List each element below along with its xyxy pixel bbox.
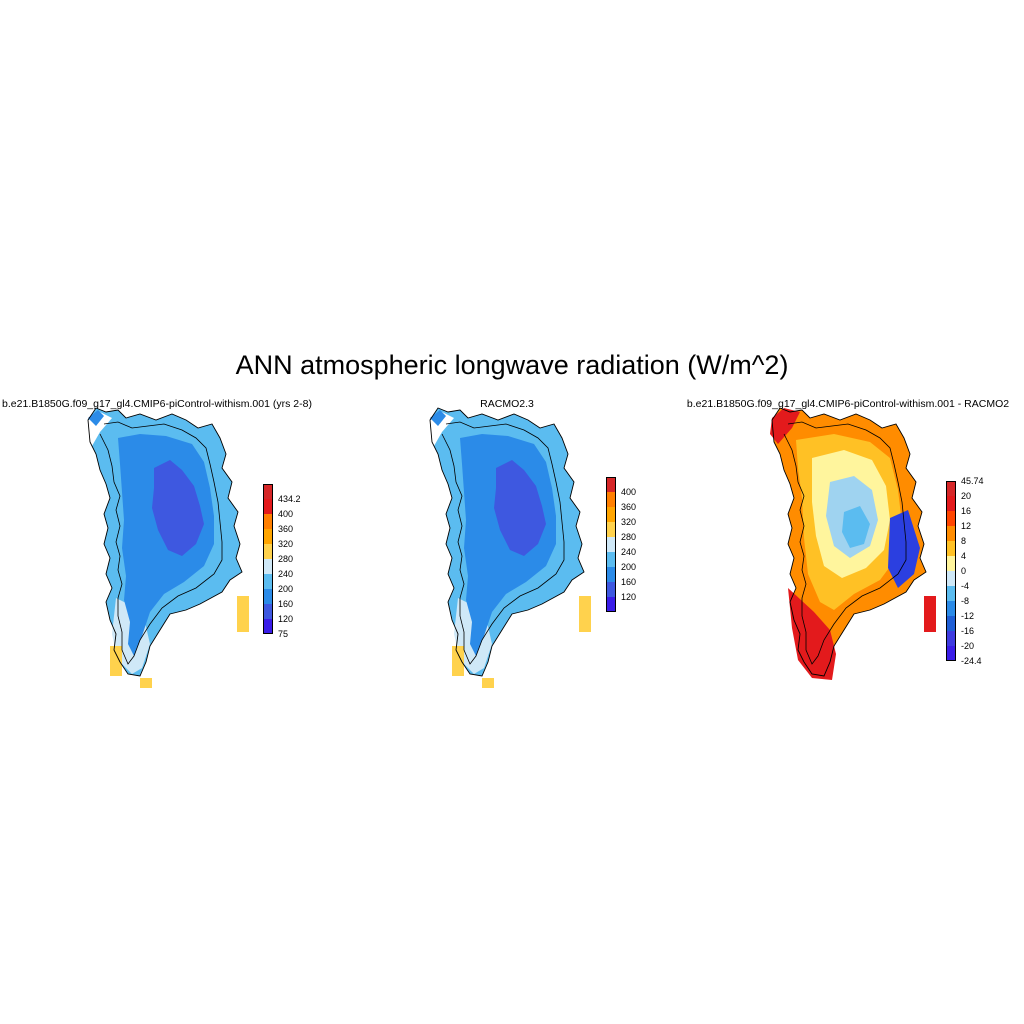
ice-edge-model — [99, 421, 223, 665]
colorbar-label: 45.74 — [961, 476, 984, 486]
colorbar-swatch — [946, 511, 956, 526]
colorbar-label: 400 — [278, 509, 294, 519]
field-region-north — [770, 408, 800, 444]
colorbar-swatch — [263, 514, 273, 529]
greenland-map-diff — [770, 407, 936, 680]
colorbar-label: 200 — [621, 562, 637, 572]
colorbar-swatch — [263, 604, 273, 619]
field-region-island-east — [924, 596, 936, 632]
coastline-model — [87, 407, 243, 677]
colorbar-swatch — [946, 646, 956, 661]
colorbar-swatch — [263, 484, 273, 499]
colorbar-label: 200 — [278, 584, 294, 594]
colorbar-swatch — [946, 601, 956, 616]
colorbar-swatch — [263, 589, 273, 604]
ice-edge-diff — [783, 421, 907, 665]
colorbar-label: -12 — [961, 611, 975, 621]
field-diff — [770, 408, 936, 680]
field-region-island-south — [110, 646, 122, 676]
colorbar-label: -16 — [961, 626, 975, 636]
colorbar-label: 280 — [621, 532, 637, 542]
field-region-interior — [152, 460, 204, 556]
field-model — [86, 408, 249, 688]
colorbar-swatch — [263, 544, 273, 559]
field-region-cold — [888, 510, 920, 588]
panel-obs-title: RACMO2.3 — [480, 398, 534, 410]
colorbar-label: 75 — [278, 629, 289, 639]
colorbar-label: 0 — [961, 566, 967, 576]
colorbar-swatch — [263, 574, 273, 589]
colorbar-label: 434.2 — [278, 494, 301, 504]
colorbar-swatch — [263, 559, 273, 574]
colorbar-label: 12 — [961, 521, 972, 531]
colorbar-swatch — [606, 507, 616, 522]
colorbar-swatch — [946, 541, 956, 556]
colorbar-swatch — [606, 537, 616, 552]
greenland-map-obs — [428, 407, 591, 688]
field-region-island-south — [452, 646, 464, 676]
colorbar-swatch — [263, 619, 273, 634]
colorbar-label: 280 — [278, 554, 294, 564]
colorbar-label: 360 — [278, 524, 294, 534]
colorbar-label: 120 — [278, 614, 294, 624]
colorbar-label: 160 — [621, 577, 637, 587]
panel-model-title: b.e21.B1850G.f09_g17_gl4.CMIP6-piControl… — [2, 398, 312, 410]
colorbar-swatch — [263, 499, 273, 514]
colorbar-swatch — [606, 492, 616, 507]
colorbar-swatch — [606, 597, 616, 612]
field-obs — [428, 408, 591, 688]
field-region-island-tip — [140, 678, 152, 688]
field-region-island-east — [237, 596, 249, 632]
coastline-obs — [429, 407, 585, 677]
field-region-hot — [788, 588, 836, 680]
field-region-northtip — [88, 410, 104, 426]
colorbar-swatch — [946, 526, 956, 541]
colorbar-label: -20 — [961, 641, 975, 651]
field-region-island-east — [579, 596, 591, 632]
panel-diff-title: b.e21.B1850G.f09_g17_gl4.CMIP6-piControl… — [686, 398, 1010, 410]
colorbar-swatch — [606, 582, 616, 597]
panel-obs: RACMO2.3 400 360 320 280 240 200 160 120 — [342, 398, 672, 698]
colorbar-swatch — [946, 571, 956, 586]
colorbar-label: 16 — [961, 506, 972, 516]
colorbar-swatch — [606, 477, 616, 492]
colorbar-label: -4 — [961, 581, 970, 591]
colorbar-label: 320 — [278, 539, 294, 549]
colorbar-swatch — [946, 586, 956, 601]
figure-title: ANN atmospheric longwave radiation (W/m^… — [235, 350, 789, 380]
colorbar-swatch — [946, 496, 956, 511]
colorbar-swatch — [263, 529, 273, 544]
field-region-center — [842, 506, 870, 548]
colorbar-swatch — [946, 631, 956, 646]
colorbar-label: 4 — [961, 551, 967, 561]
field-region-interior — [494, 460, 546, 556]
field-region-island-tip — [482, 678, 494, 688]
colorbar-label: 240 — [278, 569, 294, 579]
colorbar-label: 160 — [278, 599, 294, 609]
colorbar-swatch — [946, 481, 956, 496]
colorbar-label: -8 — [961, 596, 970, 606]
ice-edge-obs — [441, 421, 565, 665]
colorbar-swatch — [606, 567, 616, 582]
colorbar-label: 20 — [961, 491, 972, 501]
coastline-diff — [771, 407, 927, 677]
colorbar-label: 320 — [621, 517, 637, 527]
colorbar-swatch — [606, 552, 616, 567]
panel-diff: b.e21.B1850G.f09_g17_gl4.CMIP6-piControl… — [684, 398, 1024, 698]
colorbar-swatch — [606, 522, 616, 537]
field-region-northtip — [430, 410, 446, 426]
colorbar-swatch — [946, 556, 956, 571]
greenland-map-model — [86, 407, 249, 688]
colorbar-label: 240 — [621, 547, 637, 557]
panel-model: b.e21.B1850G.f09_g17_gl4.CMIP6-piControl… — [0, 398, 330, 698]
colorbar-label: -24.4 — [961, 656, 982, 666]
colorbar-swatch — [946, 616, 956, 631]
colorbar-label: 360 — [621, 502, 637, 512]
colorbar-label: 8 — [961, 536, 967, 546]
colorbar-label: 400 — [621, 487, 637, 497]
colorbar-label: 120 — [621, 592, 637, 602]
